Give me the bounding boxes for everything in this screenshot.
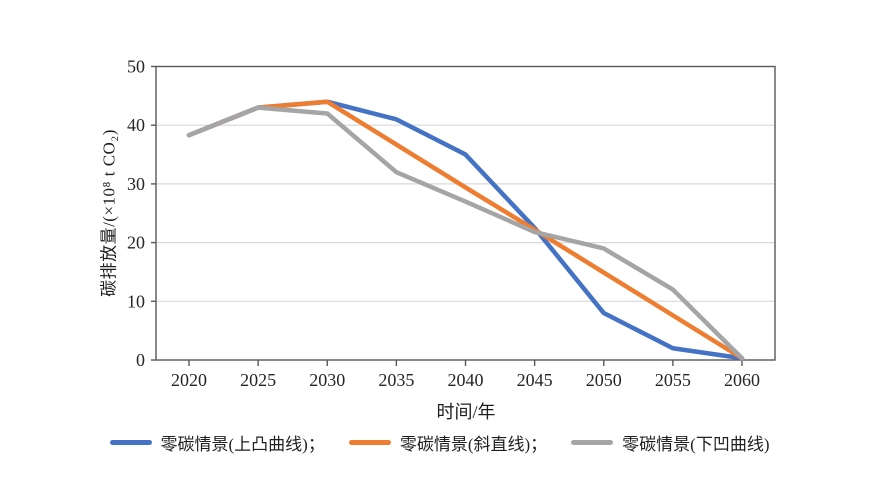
y-tick-label: 0 bbox=[136, 350, 145, 370]
x-tick-label: 2050 bbox=[586, 370, 622, 390]
x-tick-label: 2055 bbox=[655, 370, 691, 390]
x-tick-label: 2025 bbox=[240, 370, 276, 390]
x-tick-label: 2040 bbox=[448, 370, 484, 390]
y-tick-label: 40 bbox=[127, 115, 145, 135]
y-tick-label: 20 bbox=[127, 233, 145, 253]
series-line-2 bbox=[186, 105, 745, 361]
y-tick-label: 30 bbox=[127, 174, 145, 194]
x-tick-label: 2030 bbox=[309, 370, 345, 390]
x-tick-label: 2035 bbox=[378, 370, 414, 390]
legend-label-straight-line: 零碳情景(斜直线)； bbox=[399, 435, 548, 454]
y-axis-title: 碳排放量/(×10⁸ t CO₂) bbox=[99, 129, 119, 297]
legend-label-convex-curve: 零碳情景(上凸曲线)； bbox=[160, 435, 325, 454]
legend-swatch-gray-line-icon bbox=[571, 440, 614, 445]
y-tick-label: 50 bbox=[127, 57, 145, 77]
series-line-1 bbox=[186, 99, 745, 361]
legend: 零碳情景(上凸曲线)； 零碳情景(斜直线)； 零碳情景(下凹曲线) bbox=[0, 430, 879, 455]
series-line-0 bbox=[186, 99, 745, 361]
x-tick-label: 2020 bbox=[171, 370, 207, 390]
x-axis-title: 时间/年 bbox=[436, 402, 496, 422]
x-tick-label: 2060 bbox=[724, 370, 760, 390]
legend-item-concave-curve: 零碳情景(下凹曲线) bbox=[571, 430, 769, 455]
legend-swatch-orange-line-icon bbox=[348, 440, 391, 445]
legend-item-convex-curve: 零碳情景(上凸曲线)； bbox=[109, 430, 325, 455]
legend-label-concave-curve: 零碳情景(下凹曲线) bbox=[622, 435, 770, 454]
x-tick-label: 2045 bbox=[517, 370, 553, 390]
y-tick-label: 10 bbox=[127, 291, 145, 311]
legend-item-straight-line: 零碳情景(斜直线)； bbox=[348, 430, 548, 455]
legend-swatch-blue-line-icon bbox=[109, 440, 152, 445]
